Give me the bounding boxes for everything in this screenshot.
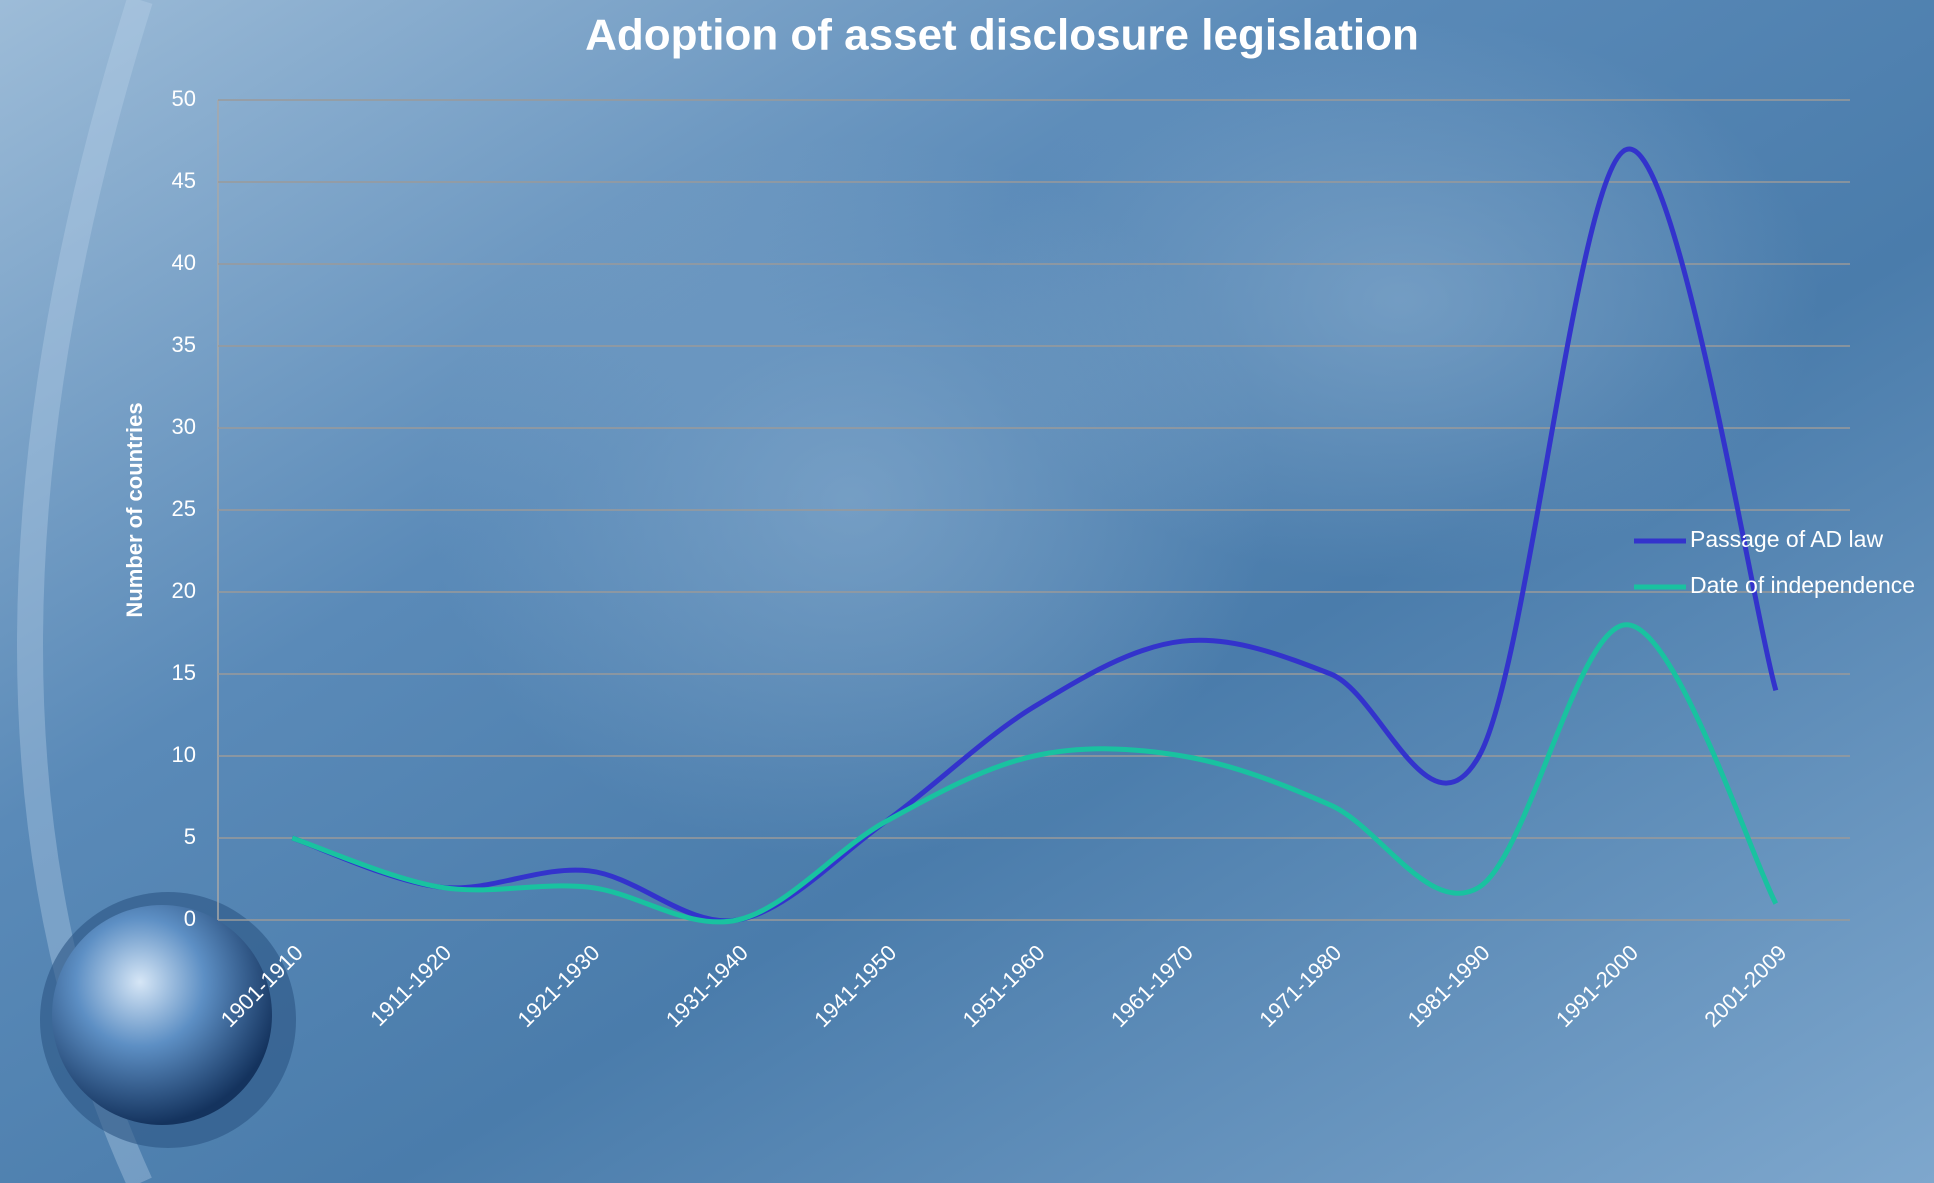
y-tick-label: 20 <box>172 578 196 603</box>
legend-label: Passage of AD law <box>1690 526 1883 552</box>
y-tick-label: 10 <box>172 742 196 767</box>
y-tick-label: 40 <box>172 250 196 275</box>
legend-label: Date of independence <box>1690 572 1915 598</box>
chart-title: Adoption of asset disclosure legislation <box>585 11 1419 60</box>
y-tick-label: 30 <box>172 414 196 439</box>
y-tick-label: 0 <box>184 906 196 931</box>
y-tick-label: 35 <box>172 332 196 357</box>
y-tick-label: 45 <box>172 168 196 193</box>
y-axis-label: Number of countries <box>122 402 147 617</box>
series-line <box>291 622 1779 925</box>
y-tick-label: 5 <box>184 824 196 849</box>
y-tick-label: 50 <box>172 86 196 111</box>
y-tick-label: 25 <box>172 496 196 521</box>
map-shape <box>980 20 1820 580</box>
series-line <box>291 146 1779 924</box>
globe <box>52 905 272 1125</box>
y-tick-label: 15 <box>172 660 196 685</box>
